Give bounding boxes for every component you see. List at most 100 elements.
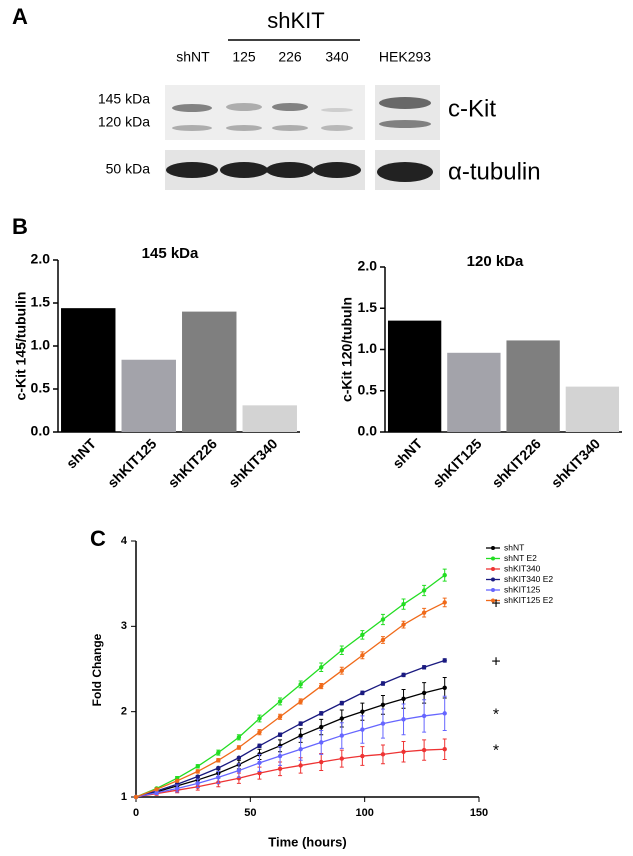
lane-label: 125 xyxy=(232,49,256,65)
blot-membrane xyxy=(375,85,440,140)
marker-label: 50 kDa xyxy=(106,161,151,177)
point xyxy=(236,735,242,740)
blot-panel: shKIT shNT 125 226 340 HEK293 145 kDa 12… xyxy=(98,8,541,190)
point xyxy=(401,672,406,678)
series-line xyxy=(135,574,446,798)
y-tick-label: 1.0 xyxy=(358,340,378,356)
y-tick-label: 2 xyxy=(121,706,127,718)
x-tick-label: 100 xyxy=(355,807,373,819)
point xyxy=(380,721,386,726)
point xyxy=(401,749,406,754)
group-label: shKIT xyxy=(267,8,324,33)
point xyxy=(298,699,303,704)
point xyxy=(195,774,200,779)
point xyxy=(319,683,324,689)
point xyxy=(133,794,139,800)
point xyxy=(360,690,365,696)
legend-label: shKIT125 xyxy=(504,584,541,594)
point xyxy=(421,747,427,753)
bar xyxy=(565,386,620,432)
y-tick-label: 1.5 xyxy=(358,299,378,315)
y-tick-label: 1.0 xyxy=(31,337,51,353)
legend-label: shKIT125 E2 xyxy=(504,595,553,605)
point xyxy=(360,727,365,732)
legend-marker xyxy=(491,556,495,561)
annotation: + xyxy=(491,596,500,613)
point xyxy=(257,743,262,748)
chart-title: 120 kDa xyxy=(467,253,524,270)
point xyxy=(216,765,221,771)
x-tick-label: shNT xyxy=(63,435,99,471)
panel-label: A xyxy=(12,4,28,29)
point xyxy=(442,572,447,578)
x-tick-label: shKIT226 xyxy=(489,435,544,490)
annotation: * xyxy=(493,707,499,724)
protein-label: c-Kit xyxy=(448,95,496,122)
x-tick-label: 50 xyxy=(244,807,256,819)
point xyxy=(298,763,303,768)
legend-marker xyxy=(491,546,495,550)
bar xyxy=(182,311,237,432)
y-tick-label: 4 xyxy=(121,535,128,547)
bar xyxy=(387,320,442,432)
bar xyxy=(242,405,297,432)
point xyxy=(236,768,242,773)
chart-title: 145 kDa xyxy=(142,245,199,262)
x-tick-label: 150 xyxy=(470,807,488,819)
point xyxy=(401,601,406,607)
legend-label: shKIT340 xyxy=(504,563,541,573)
point xyxy=(360,753,365,759)
bar xyxy=(506,340,560,432)
annotation: * xyxy=(493,742,499,759)
x-tick-label: 0 xyxy=(133,807,139,819)
point xyxy=(216,775,221,780)
legend-marker xyxy=(491,598,495,603)
legend-marker xyxy=(491,577,495,582)
point xyxy=(442,747,447,752)
point xyxy=(421,610,427,615)
protein-label: α-tubulin xyxy=(448,158,541,185)
point xyxy=(360,632,365,638)
tubulin-bands xyxy=(166,162,433,182)
lane-label: shNT xyxy=(176,49,210,65)
point xyxy=(277,699,283,704)
point xyxy=(298,747,303,752)
point xyxy=(216,758,221,763)
y-tick-label: 1.5 xyxy=(31,294,51,310)
point xyxy=(174,786,180,791)
x-tick-label: shKIT125 xyxy=(104,435,159,490)
point xyxy=(257,716,262,721)
y-axis-label: c-Kit 120/tubuln xyxy=(339,297,355,402)
point xyxy=(339,733,344,738)
x-tick-label: shKIT125 xyxy=(429,435,484,490)
series-line xyxy=(135,601,445,798)
point xyxy=(277,766,283,772)
y-tick-label: 0.5 xyxy=(31,380,51,396)
point xyxy=(421,665,427,670)
point xyxy=(401,622,406,627)
point xyxy=(442,658,447,663)
point xyxy=(277,753,283,759)
point xyxy=(298,682,303,687)
blot-bands xyxy=(172,97,431,131)
point xyxy=(380,752,386,757)
legend-label: shNT xyxy=(504,542,524,552)
point xyxy=(421,713,427,719)
y-tick-label: 0.0 xyxy=(31,423,51,439)
legend-label: shKIT340 E2 xyxy=(504,574,553,584)
marker-label: 145 kDa xyxy=(98,91,150,107)
point xyxy=(339,756,344,761)
legend-marker xyxy=(491,567,495,571)
point xyxy=(442,600,447,605)
lane-label: 226 xyxy=(278,49,302,65)
point xyxy=(401,717,406,722)
point xyxy=(298,721,303,726)
point xyxy=(380,681,386,686)
point xyxy=(298,733,303,738)
point xyxy=(442,685,447,690)
y-axis-label: Fold Change xyxy=(90,633,104,706)
point xyxy=(421,588,427,593)
blot-membrane xyxy=(165,85,365,140)
point xyxy=(195,764,200,769)
